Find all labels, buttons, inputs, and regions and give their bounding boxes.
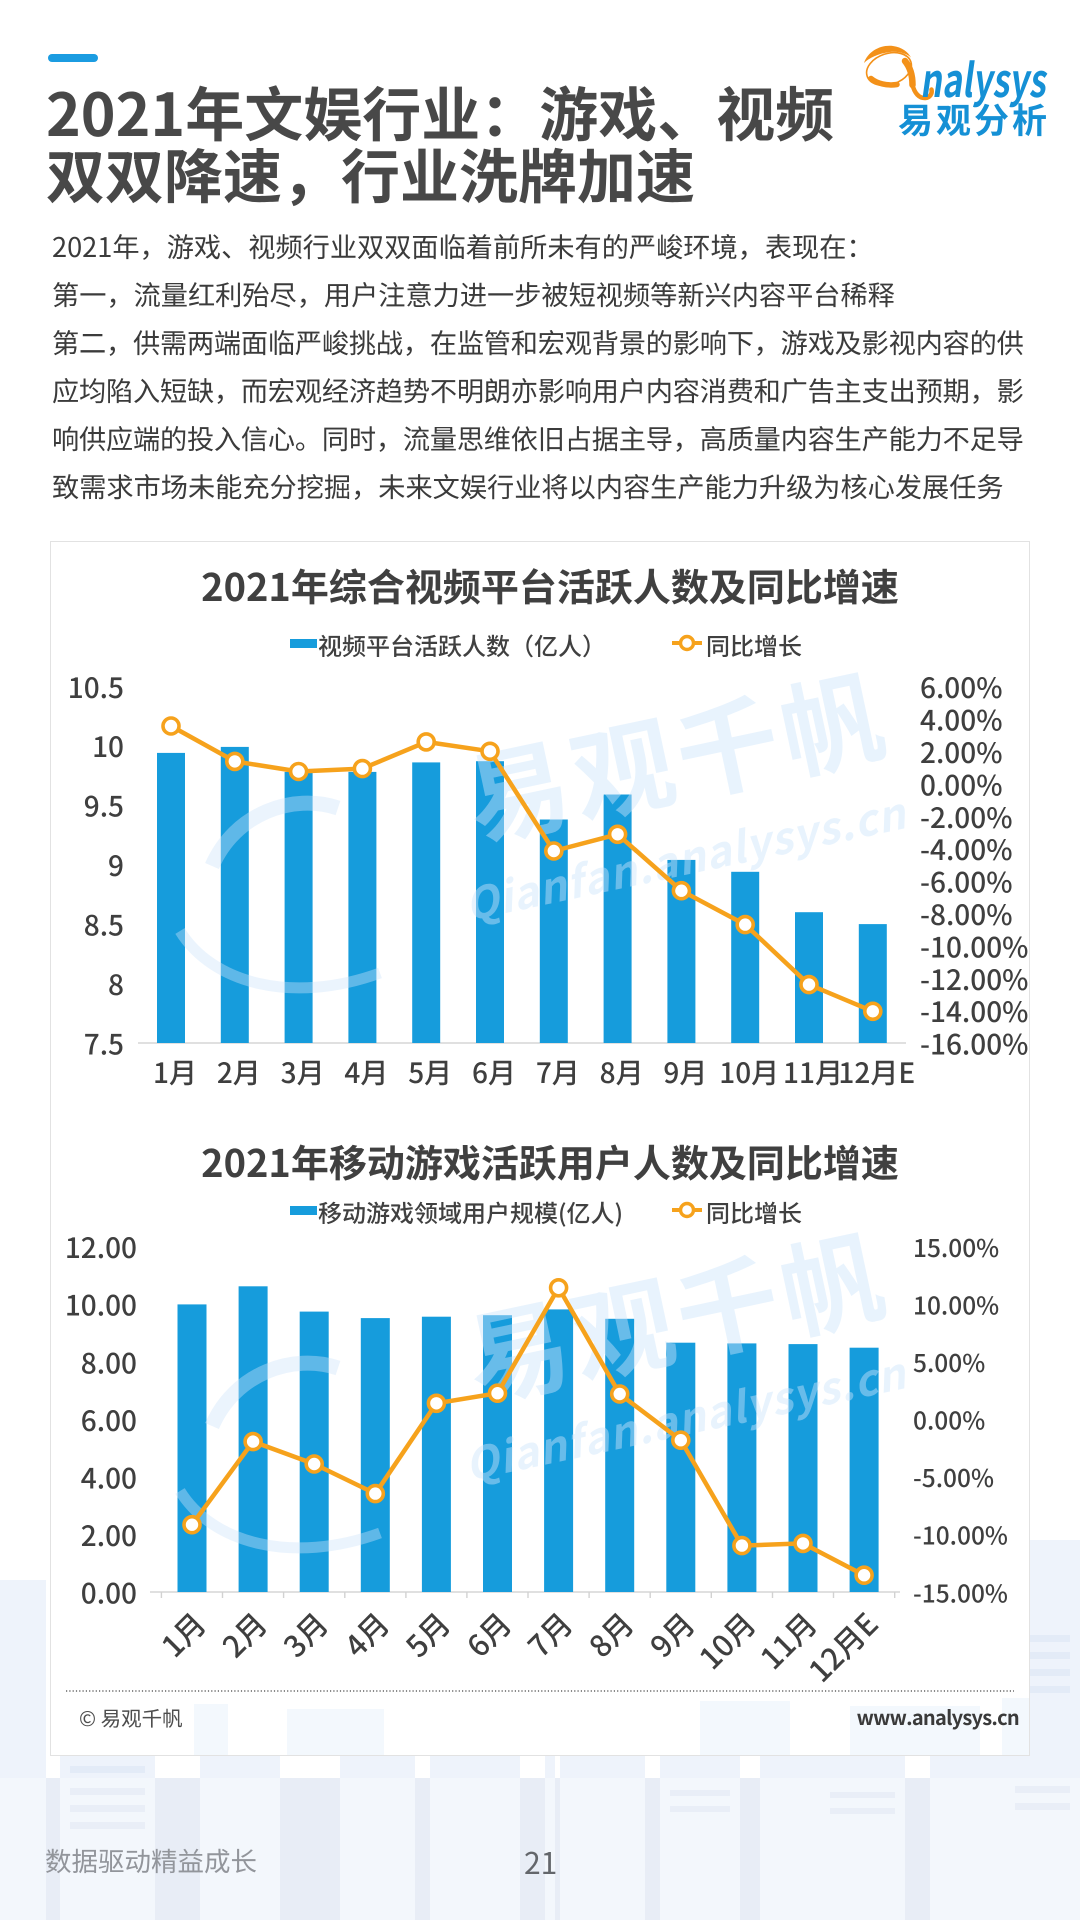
svg-text:8月: 8月 (600, 1052, 644, 1092)
svg-text:12月E: 12月E (838, 1052, 915, 1092)
svg-text:7.5: 7.5 (84, 1024, 124, 1064)
svg-text:10月: 10月 (719, 1052, 779, 1092)
svg-text:同比增长: 同比增长 (706, 1194, 802, 1229)
svg-text:-8.00%: -8.00% (920, 894, 1013, 934)
svg-text:4月: 4月 (344, 1052, 388, 1092)
svg-text:-6.00%: -6.00% (920, 862, 1013, 902)
svg-text:2021年移动游戏活跃用户人数及同比增速: 2021年移动游戏活跃用户人数及同比增速 (201, 1133, 899, 1188)
svg-text:2021年综合视频平台活跃人数及同比增速: 2021年综合视频平台活跃人数及同比增速 (201, 557, 899, 612)
svg-text:2月: 2月 (217, 1052, 261, 1092)
svg-text:10.5: 10.5 (68, 667, 124, 707)
svg-text:6月: 6月 (472, 1052, 516, 1092)
svg-text:5.00%: 5.00% (913, 1345, 985, 1380)
svg-text:-15.00%: -15.00% (913, 1575, 1008, 1610)
svg-text:8.5: 8.5 (84, 905, 124, 945)
svg-text:15.00%: 15.00% (913, 1230, 999, 1265)
svg-text:移动游戏领域用户规模(亿人): 移动游戏领域用户规模(亿人) (318, 1194, 623, 1229)
svg-text:4.00: 4.00 (81, 1458, 137, 1498)
svg-text:7月: 7月 (536, 1052, 580, 1092)
svg-text:4.00%: 4.00% (920, 700, 1003, 740)
svg-text:1月: 1月 (153, 1052, 197, 1092)
svg-text:-16.00%: -16.00% (920, 1024, 1028, 1064)
svg-text:2.00%: 2.00% (920, 732, 1003, 772)
svg-text:-5.00%: -5.00% (913, 1460, 994, 1495)
svg-text:视频平台活跃人数（亿人）: 视频平台活跃人数（亿人） (318, 627, 606, 662)
svg-text:-4.00%: -4.00% (920, 829, 1013, 869)
svg-text:www.analysys.cn: www.analysys.cn (857, 1702, 1019, 1731)
svg-text:-10.00%: -10.00% (913, 1518, 1008, 1553)
svg-text:0.00%: 0.00% (913, 1403, 985, 1438)
svg-text:0.00: 0.00 (81, 1573, 137, 1613)
svg-text:9.5: 9.5 (84, 786, 124, 826)
svg-text:10.00: 10.00 (65, 1285, 137, 1325)
svg-text:nalysys: nalysys (918, 44, 1053, 111)
svg-text:-2.00%: -2.00% (920, 797, 1013, 837)
svg-text:2.00: 2.00 (81, 1515, 137, 1555)
svg-text:8.00: 8.00 (81, 1342, 137, 1382)
svg-text:3月: 3月 (281, 1052, 325, 1092)
svg-text:-12.00%: -12.00% (920, 959, 1028, 999)
svg-text:6.00%: 6.00% (920, 667, 1003, 707)
svg-text:10: 10 (92, 726, 124, 766)
svg-text:易观分析: 易观分析 (898, 93, 1050, 144)
svg-text:同比增长: 同比增长 (706, 627, 802, 662)
svg-text:12.00: 12.00 (65, 1227, 137, 1267)
svg-text:11月: 11月 (783, 1052, 843, 1092)
svg-text:0.00%: 0.00% (920, 764, 1003, 804)
svg-text:-10.00%: -10.00% (920, 926, 1028, 966)
svg-text:-14.00%: -14.00% (920, 991, 1028, 1031)
svg-text:8: 8 (108, 964, 124, 1004)
svg-text:6.00: 6.00 (81, 1400, 137, 1440)
svg-text:9: 9 (108, 845, 124, 885)
svg-text:5月: 5月 (408, 1052, 452, 1092)
svg-text:© 易观千帆: © 易观千帆 (79, 1702, 183, 1732)
svg-text:9月: 9月 (663, 1052, 707, 1092)
svg-text:10.00%: 10.00% (913, 1288, 999, 1323)
